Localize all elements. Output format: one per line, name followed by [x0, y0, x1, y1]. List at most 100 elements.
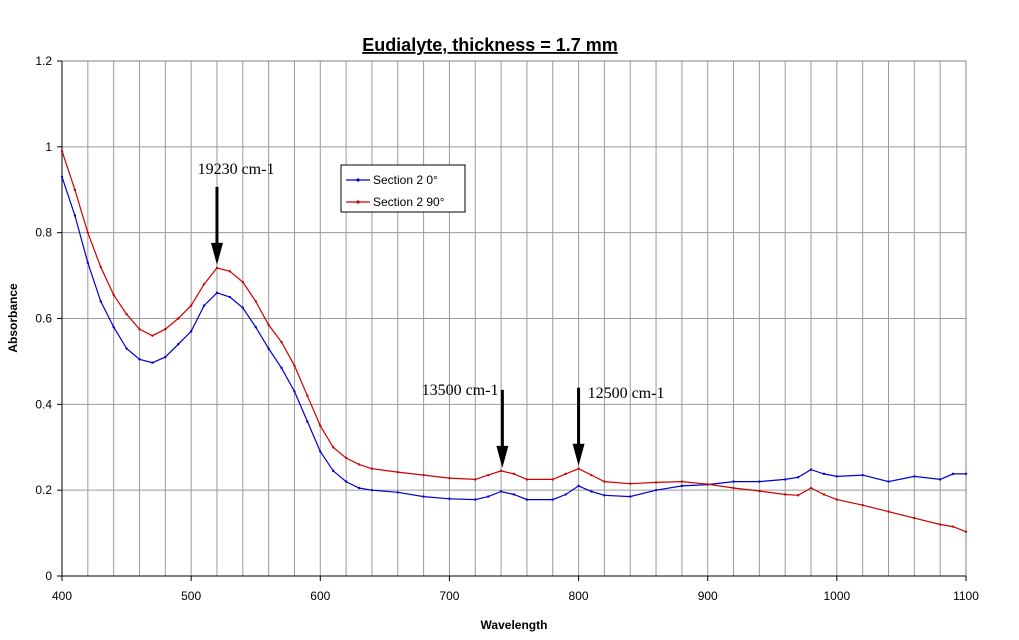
- data-point: [499, 469, 503, 473]
- x-tick-label: 1100: [953, 589, 979, 603]
- x-tick-label: 800: [569, 589, 589, 603]
- data-point: [680, 484, 684, 488]
- data-point: [86, 261, 90, 264]
- annotation-label: 19230 cm-1: [198, 161, 275, 178]
- data-point: [796, 476, 800, 479]
- data-point: [189, 304, 193, 307]
- data-point: [861, 503, 864, 507]
- data-point: [125, 347, 128, 350]
- data-point: [125, 313, 128, 316]
- data-point: [151, 334, 154, 337]
- legend-marker: [356, 200, 360, 204]
- data-point: [448, 497, 451, 500]
- data-point: [60, 175, 64, 179]
- data-point: [603, 480, 606, 483]
- data-point: [551, 478, 554, 481]
- data-point: [319, 450, 322, 453]
- peak-annotation: 13500 cm-1: [422, 382, 509, 468]
- data-point: [241, 306, 244, 309]
- data-point: [177, 343, 180, 346]
- y-tick-label: 1.2: [35, 54, 52, 68]
- chart-title: Eudialyte, thickness = 1.7 mm: [362, 35, 618, 55]
- data-point: [215, 266, 219, 270]
- data-point: [422, 473, 425, 477]
- data-point: [603, 494, 606, 497]
- x-tick-label: 1000: [824, 589, 851, 603]
- data-point: [835, 498, 839, 501]
- data-point: [577, 484, 580, 488]
- data-point: [784, 478, 787, 481]
- data-point: [202, 304, 206, 307]
- data-point: [835, 475, 839, 478]
- x-tick-label: 500: [181, 589, 201, 603]
- data-point: [474, 478, 477, 481]
- data-point: [112, 293, 115, 297]
- data-point: [280, 366, 283, 370]
- data-point: [112, 325, 115, 329]
- data-point: [306, 420, 309, 423]
- y-axis-ticks: 0 0.2 0.4 0.6 0.8 1 1.2: [35, 54, 62, 583]
- data-point: [73, 188, 77, 191]
- y-tick-label: 0.6: [35, 312, 52, 326]
- data-point: [629, 482, 632, 485]
- data-point: [551, 498, 554, 501]
- y-tick-label: 0: [45, 569, 52, 583]
- data-point: [758, 480, 761, 483]
- data-point: [267, 347, 270, 350]
- x-axis-title: Wavelength: [481, 618, 548, 632]
- data-point: [525, 498, 529, 501]
- data-point: [486, 473, 490, 477]
- data-point: [293, 390, 296, 393]
- data-point: [887, 480, 890, 483]
- data-point: [590, 490, 593, 493]
- data-point: [512, 493, 516, 496]
- chart-legend: Section 2 0° Section 2 90°: [340, 164, 466, 213]
- data-point: [164, 328, 167, 331]
- data-point: [951, 525, 955, 528]
- data-point: [280, 340, 283, 344]
- data-point: [138, 358, 141, 361]
- annotations-layer: 19230 cm-1 13500 cm-1 12500 cm-1: [198, 161, 664, 468]
- legend-label: Section 2 0°: [373, 173, 438, 187]
- data-point: [215, 291, 219, 294]
- annotation-arrow-head: [496, 445, 509, 468]
- data-point: [241, 280, 244, 284]
- data-point: [370, 467, 374, 470]
- data-point: [822, 493, 826, 496]
- legend-box: [340, 164, 466, 213]
- data-point: [228, 270, 232, 273]
- data-point: [396, 470, 399, 474]
- legend-marker: [356, 178, 360, 182]
- data-point: [887, 510, 890, 513]
- y-tick-label: 1: [45, 140, 52, 154]
- data-point: [784, 493, 787, 496]
- series-layer: [60, 149, 968, 533]
- data-point: [564, 472, 567, 476]
- data-point: [577, 467, 580, 470]
- data-point: [344, 480, 348, 483]
- data-point: [138, 328, 141, 331]
- data-point: [60, 149, 64, 153]
- x-tick-label: 600: [310, 589, 330, 603]
- data-point: [732, 486, 735, 490]
- data-point: [938, 478, 942, 481]
- legend-label: Section 2 90°: [373, 195, 445, 209]
- y-tick-label: 0.8: [35, 226, 52, 240]
- data-point: [913, 516, 916, 520]
- y-tick-label: 0.4: [35, 397, 52, 411]
- x-tick-label: 400: [52, 589, 72, 603]
- data-point: [332, 469, 335, 473]
- data-point: [964, 530, 968, 533]
- data-point: [525, 478, 529, 481]
- data-point: [370, 488, 374, 492]
- data-point: [86, 231, 90, 234]
- data-point: [732, 480, 735, 483]
- data-point: [654, 481, 658, 484]
- data-point: [293, 364, 296, 367]
- data-point: [306, 394, 309, 397]
- data-point: [357, 463, 361, 466]
- data-point: [822, 472, 826, 476]
- series-line: [61, 176, 966, 501]
- data-point: [151, 361, 154, 364]
